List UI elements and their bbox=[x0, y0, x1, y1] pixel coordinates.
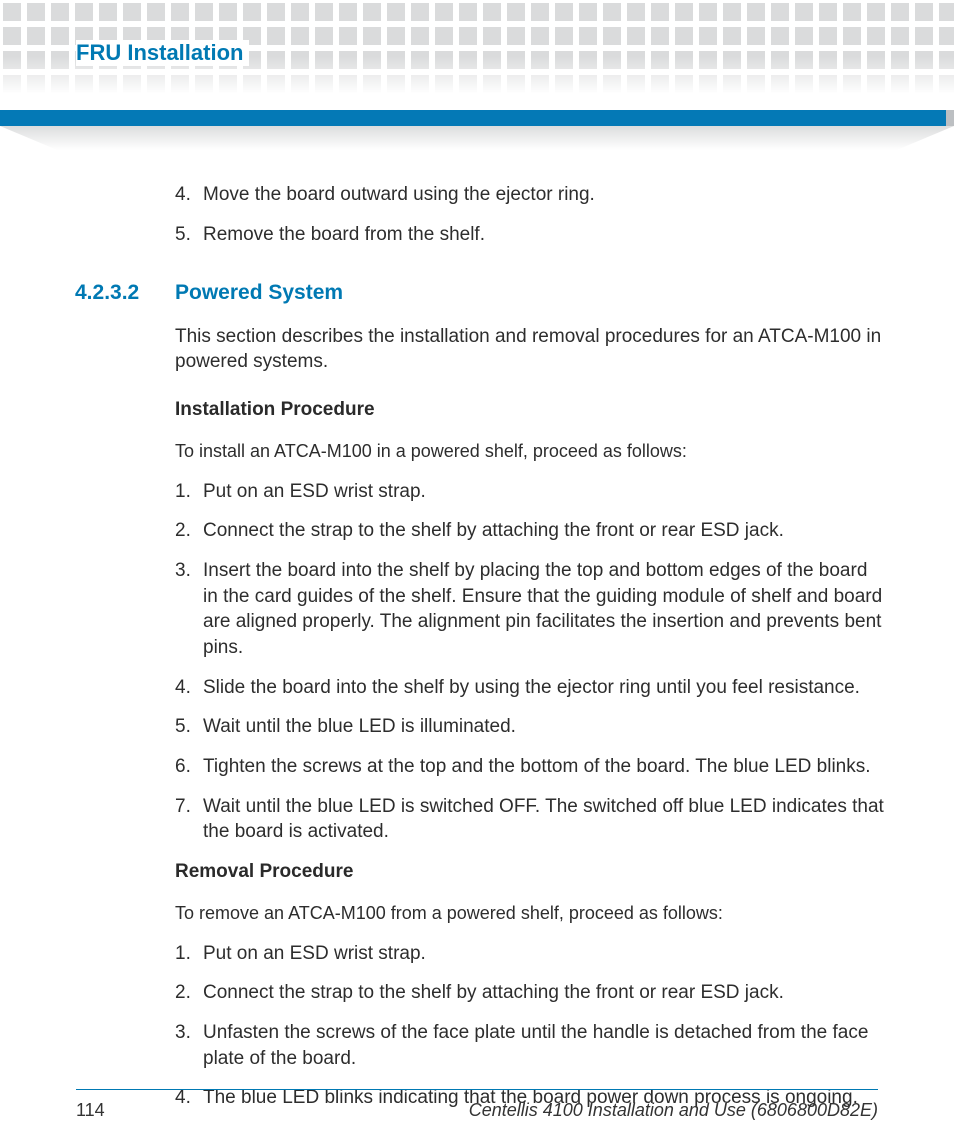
list-item: 3.Insert the board into the shelf by pla… bbox=[175, 558, 885, 661]
step-number: 3. bbox=[175, 558, 203, 661]
accent-bar bbox=[0, 110, 954, 126]
step-number: 6. bbox=[175, 754, 203, 780]
step-text: Connect the strap to the shelf by attach… bbox=[203, 518, 885, 544]
install-heading: Installation Procedure bbox=[175, 397, 885, 423]
step-text: Move the board outward using the ejector… bbox=[203, 182, 885, 208]
step-text: Unfasten the screws of the face plate un… bbox=[203, 1020, 885, 1071]
list-item: 2.Connect the strap to the shelf by atta… bbox=[175, 980, 885, 1006]
footer-rule bbox=[76, 1089, 878, 1090]
step-text: Wait until the blue LED is switched OFF.… bbox=[203, 794, 885, 845]
step-number: 3. bbox=[175, 1020, 203, 1071]
list-item: 2.Connect the strap to the shelf by atta… bbox=[175, 518, 885, 544]
list-item: 5. Remove the board from the shelf. bbox=[175, 222, 885, 248]
step-text: Insert the board into the shelf by placi… bbox=[203, 558, 885, 661]
accent-bar-notch bbox=[946, 110, 954, 126]
install-intro: To install an ATCA-M100 in a powered she… bbox=[175, 439, 885, 463]
section-title: Powered System bbox=[175, 279, 343, 307]
list-item: 3.Unfasten the screws of the face plate … bbox=[175, 1020, 885, 1071]
accent-bar-shadow bbox=[0, 126, 954, 150]
step-number: 4. bbox=[175, 675, 203, 701]
step-text: Put on an ESD wrist strap. bbox=[203, 941, 885, 967]
page-header-title: FRU Installation bbox=[76, 40, 249, 66]
list-item: 1.Put on an ESD wrist strap. bbox=[175, 941, 885, 967]
install-steps-list: 1.Put on an ESD wrist strap. 2.Connect t… bbox=[175, 479, 885, 845]
page-number: 114 bbox=[76, 1100, 105, 1121]
step-text: Wait until the blue LED is illuminated. bbox=[203, 714, 885, 740]
step-number: 7. bbox=[175, 794, 203, 845]
step-text: Slide the board into the shelf by using … bbox=[203, 675, 885, 701]
list-item: 7.Wait until the blue LED is switched OF… bbox=[175, 794, 885, 845]
content-region: 4. Move the board outward using the ejec… bbox=[175, 182, 885, 1125]
step-text: Tighten the screws at the top and the bo… bbox=[203, 754, 885, 780]
footer-doc-title: Centellis 4100 Installation and Use (680… bbox=[469, 1100, 878, 1121]
list-item: 4. Move the board outward using the ejec… bbox=[175, 182, 885, 208]
section-heading-row: 4.2.3.2 Powered System bbox=[75, 279, 885, 307]
list-item: 4.Slide the board into the shelf by usin… bbox=[175, 675, 885, 701]
step-number: 5. bbox=[175, 714, 203, 740]
list-item: 5.Wait until the blue LED is illuminated… bbox=[175, 714, 885, 740]
step-number: 2. bbox=[175, 518, 203, 544]
step-number: 1. bbox=[175, 479, 203, 505]
step-text: Remove the board from the shelf. bbox=[203, 222, 885, 248]
removal-steps-list: 1.Put on an ESD wrist strap. 2.Connect t… bbox=[175, 941, 885, 1111]
step-number: 1. bbox=[175, 941, 203, 967]
section-intro: This section describes the installation … bbox=[175, 324, 885, 375]
list-item: 1.Put on an ESD wrist strap. bbox=[175, 479, 885, 505]
step-text: Connect the strap to the shelf by attach… bbox=[203, 980, 885, 1006]
step-number: 5. bbox=[175, 222, 203, 248]
continued-steps-list: 4. Move the board outward using the ejec… bbox=[175, 182, 885, 247]
list-item: 6.Tighten the screws at the top and the … bbox=[175, 754, 885, 780]
step-number: 2. bbox=[175, 980, 203, 1006]
step-number: 4. bbox=[175, 182, 203, 208]
removal-heading: Removal Procedure bbox=[175, 859, 885, 885]
step-text: Put on an ESD wrist strap. bbox=[203, 479, 885, 505]
section-number: 4.2.3.2 bbox=[75, 279, 175, 307]
removal-intro: To remove an ATCA-M100 from a powered sh… bbox=[175, 901, 885, 925]
